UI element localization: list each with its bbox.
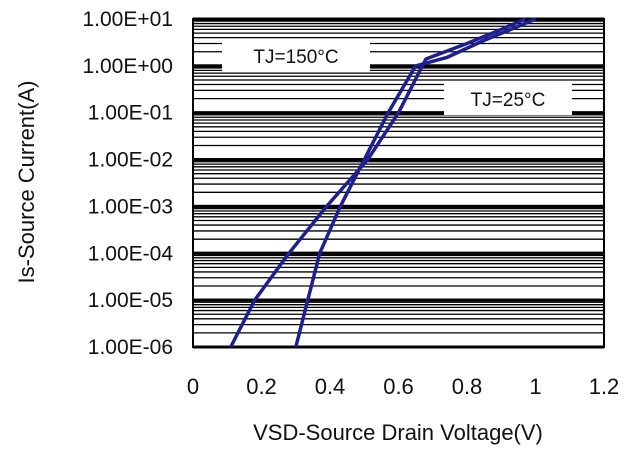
y-tick-label: 1.00E-02 bbox=[88, 149, 173, 172]
y-tick-label: 1.00E+01 bbox=[82, 8, 173, 31]
x-tick-label: 1 bbox=[529, 374, 541, 399]
series-lines bbox=[229, 17, 537, 348]
series-label-150-text: TJ=150°C bbox=[253, 47, 338, 68]
y-axis-title: Is-Source Current(A) bbox=[14, 81, 39, 284]
series-label-25-text: TJ=25°C bbox=[471, 90, 546, 111]
x-tick-label: 0.6 bbox=[383, 374, 414, 399]
x-tick-label: 0.2 bbox=[246, 374, 277, 399]
y-tick-label: 1.00E-03 bbox=[88, 195, 173, 218]
x-tick-label: 0.8 bbox=[452, 374, 483, 399]
y-tick-label: 1.00E-06 bbox=[88, 336, 173, 359]
x-tick-label: 1.2 bbox=[589, 374, 620, 399]
y-tick-label: 1.00E+00 bbox=[82, 55, 173, 78]
y-tick-label: 1.00E-01 bbox=[88, 102, 173, 125]
series-line-1 bbox=[294, 17, 537, 348]
x-axis-title: VSD-Source Drain Voltage(V) bbox=[253, 420, 543, 445]
x-tick-label: 0.4 bbox=[315, 374, 346, 399]
x-tick-label: 0 bbox=[187, 374, 199, 399]
series-line-0 bbox=[229, 17, 526, 348]
series-label-150: TJ=150°C bbox=[222, 39, 370, 72]
series-label-25: TJ=25°C bbox=[444, 82, 572, 115]
x-tick-labels: 0 0.2 0.4 0.6 0.8 1 1.2 bbox=[187, 374, 619, 399]
y-tick-label: 1.00E-05 bbox=[88, 289, 173, 312]
y-tick-label: 1.00E-04 bbox=[88, 242, 174, 265]
y-tick-labels: 1.00E-06 1.00E-05 1.00E-04 1.00E-03 1.00E-02… bbox=[82, 8, 173, 359]
